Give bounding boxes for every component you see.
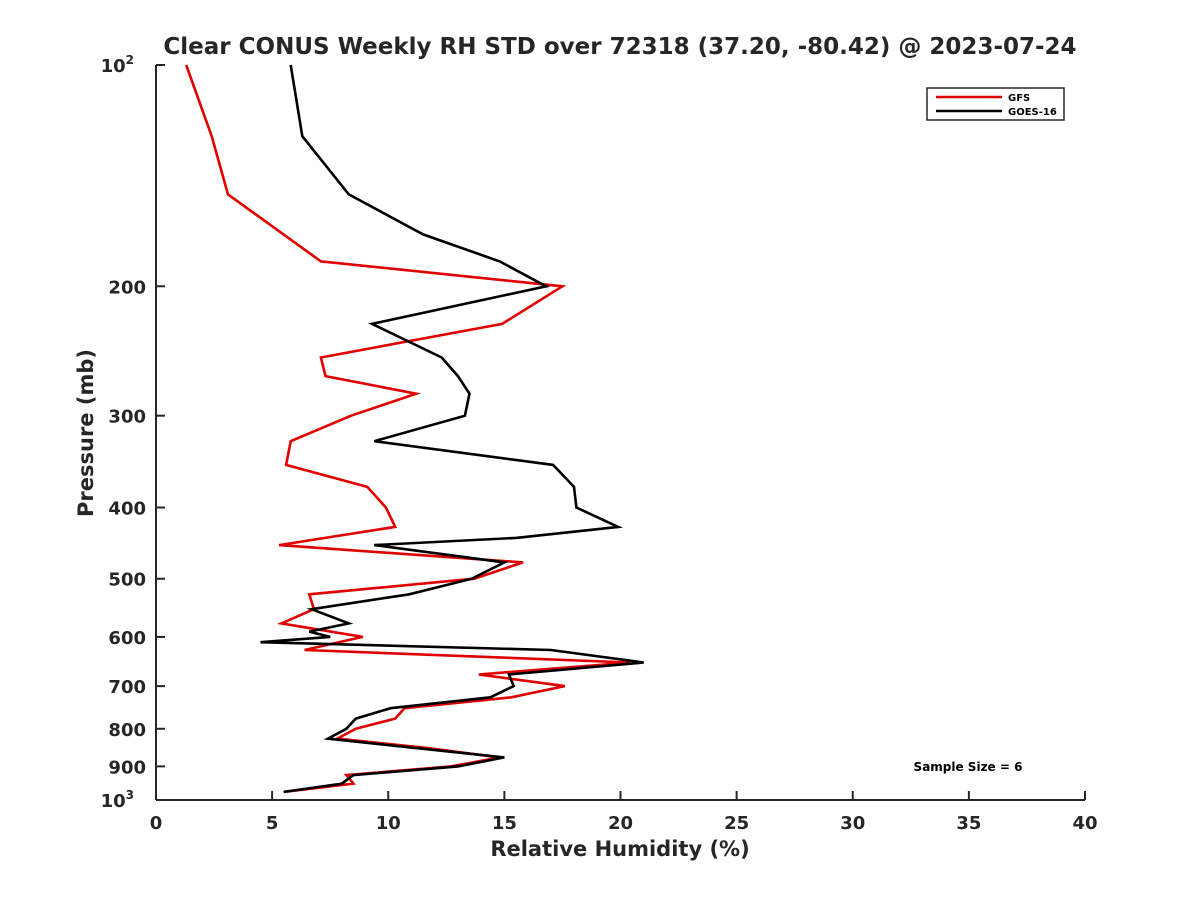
x-tick-label: 35 — [956, 813, 981, 834]
legend-label-gfs: GFS — [1008, 93, 1030, 104]
y-axis-label: Pressure (mb) — [74, 349, 98, 517]
y-tick-label: 102 — [101, 53, 134, 77]
y-tick-label: 900 — [108, 757, 146, 778]
legend: GFS GOES-16 — [926, 87, 1065, 121]
y-tick-label: 800 — [108, 720, 146, 741]
y-tick-label: 500 — [108, 570, 146, 591]
chart-title: Clear CONUS Weekly RH STD over 72318 (37… — [163, 34, 1076, 60]
x-tick-label: 30 — [840, 813, 865, 834]
y-tick-label: 300 — [108, 407, 146, 428]
x-tick-label: 0 — [150, 813, 163, 834]
sample-size-annotation: Sample Size = 6 — [914, 760, 1023, 774]
x-tick-label: 15 — [492, 813, 517, 834]
y-tick-label: 400 — [108, 499, 146, 520]
x-tick-label: 10 — [376, 813, 401, 834]
plot-area: 0 5 10 15 20 25 30 35 40 102 200 300 400 500 600 700 80… — [101, 53, 1098, 834]
y-tick-label: 200 — [108, 277, 146, 298]
x-tick-label: 40 — [1072, 813, 1097, 834]
legend-box — [926, 87, 1065, 121]
x-tick-label: 20 — [608, 813, 633, 834]
legend-label-goes16: GOES-16 — [1008, 107, 1057, 118]
x-tick-label: 25 — [724, 813, 749, 834]
x-tick-group: 0 5 10 15 20 25 30 35 40 — [150, 791, 1098, 834]
x-axis-label: Relative Humidity (%) — [490, 837, 749, 861]
x-tick-label: 5 — [266, 813, 279, 834]
y-tick-label: 700 — [108, 677, 146, 698]
y-tick-label: 103 — [101, 788, 134, 812]
y-tick-label: 600 — [108, 628, 146, 649]
series-line-goes16 — [260, 64, 644, 794]
series-layer — [184, 64, 644, 794]
y-tick-group: 102 200 300 400 500 600 700 800 900 103 — [101, 53, 165, 812]
